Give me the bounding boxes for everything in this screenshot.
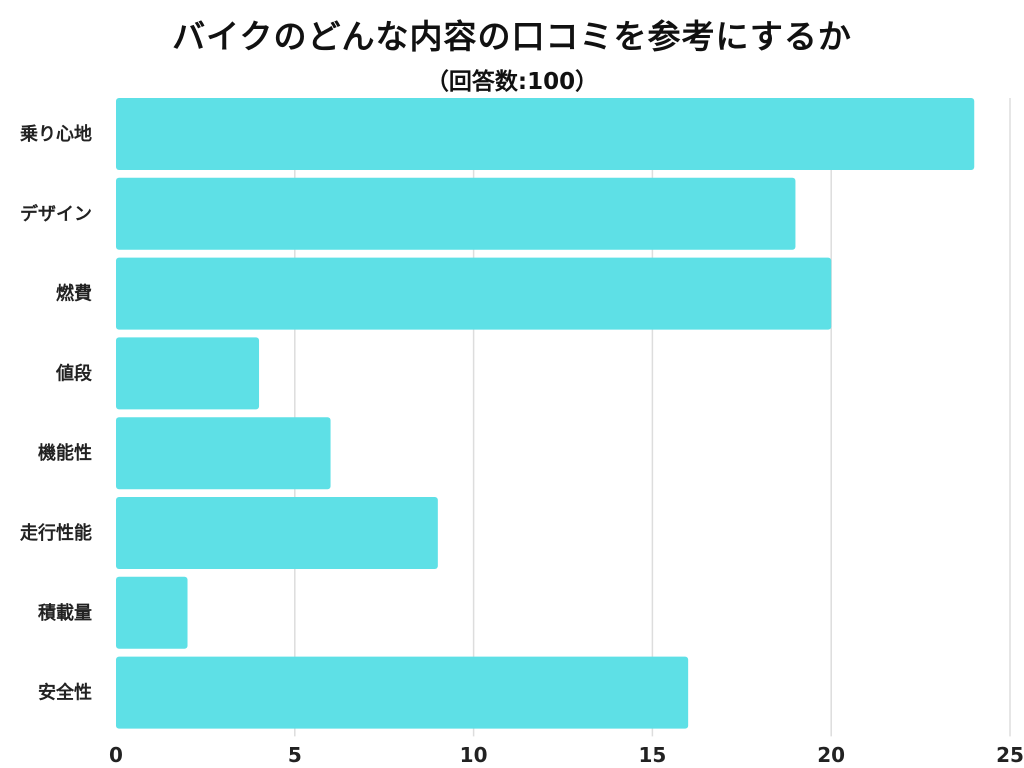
category-label: 積載量	[37, 602, 92, 624]
category-label: 値段	[55, 362, 93, 384]
category-label: 走行性能	[20, 522, 92, 544]
category-label: デザイン	[20, 203, 92, 225]
bar	[116, 337, 260, 410]
bar	[116, 257, 832, 330]
x-tick-label: 20	[817, 743, 845, 767]
chart-subtitle: （回答数:100）	[425, 69, 599, 95]
bar	[116, 576, 188, 649]
x-tick-label: 5	[288, 743, 302, 767]
category-label: 燃費	[56, 283, 92, 305]
category-label: 機能性	[38, 442, 92, 464]
chart-title: バイクのどんな内容の口コミを参考にするか	[172, 17, 852, 56]
x-tick-label: 10	[460, 743, 488, 767]
bar	[116, 417, 331, 490]
x-tick-label: 0	[109, 743, 123, 767]
bar	[116, 98, 975, 170]
bar	[116, 497, 438, 569]
category-label: 安全性	[38, 682, 92, 704]
x-tick-label: 25	[996, 743, 1024, 767]
x-tick-labels: 0 5 10 15 20 25	[109, 743, 1024, 767]
bars	[116, 98, 975, 729]
bar	[116, 656, 689, 729]
x-tick-label: 15	[638, 743, 666, 767]
category-label: 乗り心地	[20, 123, 92, 145]
bar	[116, 177, 796, 250]
